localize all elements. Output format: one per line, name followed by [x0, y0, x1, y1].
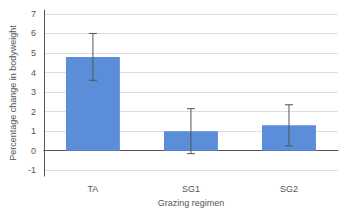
svg-text:0: 0: [31, 146, 36, 156]
svg-text:Percentage change in bodyweigh: Percentage change in bodyweight: [8, 25, 18, 161]
svg-text:3: 3: [31, 87, 36, 97]
svg-text:4: 4: [31, 68, 36, 78]
svg-text:2: 2: [31, 107, 36, 117]
svg-text:-1: -1: [28, 165, 36, 175]
svg-text:TA: TA: [87, 184, 98, 194]
svg-text:7: 7: [31, 9, 36, 19]
svg-text:SG1: SG1: [182, 184, 200, 194]
svg-text:6: 6: [31, 28, 36, 38]
svg-text:1: 1: [31, 126, 36, 136]
svg-text:Grazing regimen: Grazing regimen: [158, 198, 225, 208]
svg-text:5: 5: [31, 48, 36, 58]
svg-text:SG2: SG2: [280, 184, 298, 194]
